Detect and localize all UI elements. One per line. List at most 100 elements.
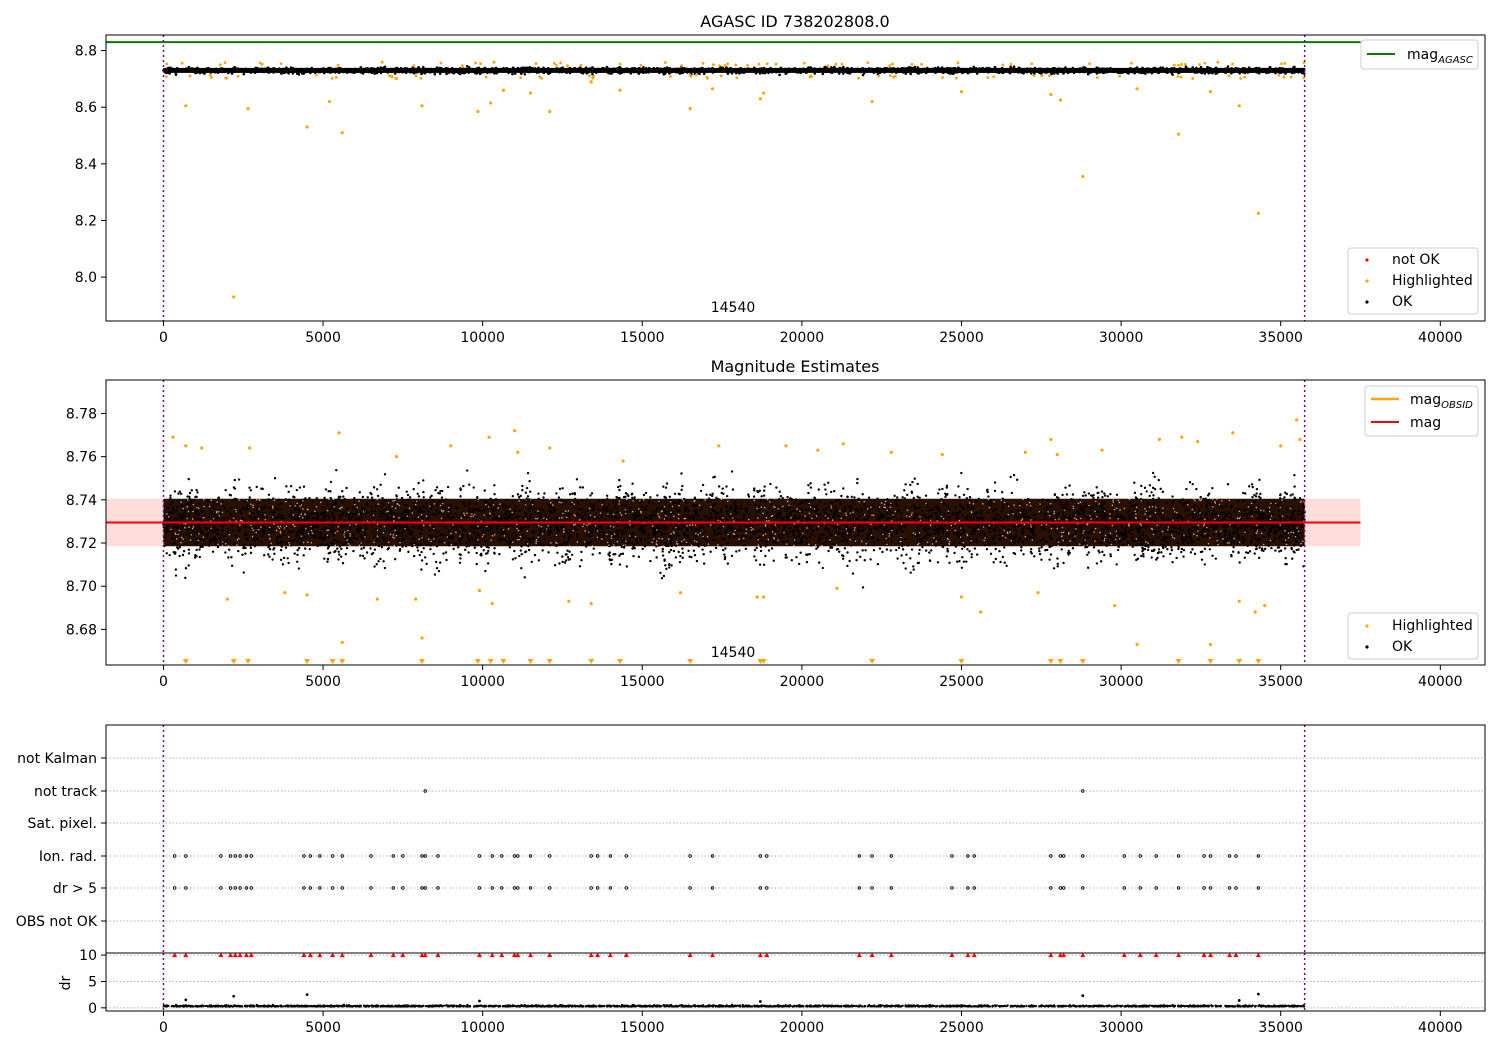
ok-point: [511, 524, 514, 528]
ok-point: [1014, 529, 1017, 533]
ok-point: [1082, 508, 1085, 512]
ok-point: [261, 524, 264, 527]
ok-point: [1241, 536, 1244, 539]
ok-point: [501, 537, 504, 541]
ok-point: [465, 541, 468, 545]
ok-point: [837, 68, 841, 71]
ok-point: [565, 69, 569, 73]
ok-point: [171, 67, 175, 71]
ok-point: [342, 510, 346, 513]
ok-point: [747, 495, 751, 498]
ok-point: [214, 542, 217, 546]
ok-point: [525, 541, 528, 544]
ok-point: [1259, 492, 1262, 496]
ok-point: [1255, 487, 1259, 491]
ok-point: [1245, 531, 1248, 534]
ok-point: [484, 569, 487, 573]
ok-point: [1105, 68, 1109, 72]
ok-point: [1225, 538, 1228, 542]
ok-point: [840, 494, 843, 498]
ok-point: [1007, 69, 1011, 72]
ok-point: [507, 537, 511, 540]
ok-point: [423, 556, 427, 559]
highlighted-point: [184, 104, 188, 108]
ok-point: [927, 509, 931, 513]
ok-point: [1278, 550, 1281, 553]
highlighted-point: [710, 87, 715, 91]
ok-point: [728, 515, 732, 518]
ok-point: [612, 67, 616, 71]
ok-point: [762, 66, 766, 70]
highlighted-point: [723, 64, 727, 67]
ok-point: [1290, 515, 1294, 518]
ok-point: [395, 544, 398, 547]
ok-point: [947, 67, 951, 71]
ok-point: [188, 511, 192, 514]
ok-point: [795, 555, 798, 559]
ok-point: [1061, 528, 1064, 531]
ok-point: [352, 70, 356, 73]
ok-point: [1002, 70, 1006, 74]
ok-point: [820, 523, 823, 526]
highlighted-point: [479, 62, 482, 66]
ok-point: [1191, 548, 1194, 551]
ok-point: [890, 523, 893, 527]
ok-point: [1082, 506, 1085, 509]
ok-point: [605, 65, 609, 69]
ok-point: [849, 529, 852, 533]
ok-point: [1153, 501, 1156, 504]
magnitude-panel: Magnitude Estimates 0 5000 10000 15000 20000…: [66, 357, 1486, 690]
ok-point: [1228, 531, 1231, 535]
ok-point: [1074, 525, 1077, 529]
ok-point: [931, 67, 935, 71]
ok-point: [1212, 533, 1215, 536]
highlighted-point: [232, 295, 236, 299]
ok-point: [1017, 71, 1020, 74]
ok-point: [485, 541, 488, 545]
ok-point: [276, 68, 280, 72]
ok-point: [987, 66, 991, 70]
ok-point: [716, 533, 719, 536]
ok-point: [1053, 72, 1056, 75]
ok-point: [655, 556, 658, 559]
ok-point: [934, 537, 937, 541]
ok-point: [1289, 494, 1292, 497]
ok-point: [248, 486, 251, 489]
ok-point: [406, 512, 410, 515]
ok-point: [1171, 73, 1174, 76]
ok-point: [287, 68, 290, 72]
ok-point: [711, 508, 714, 512]
ok-point: [653, 528, 656, 531]
ok-point: [446, 67, 450, 70]
ok-point: [895, 502, 898, 506]
ok-point: [376, 66, 380, 70]
ok-point: [1182, 68, 1185, 72]
y-tick-label: 8.4: [75, 157, 97, 173]
ok-point: [673, 535, 676, 538]
ok-point: [1290, 68, 1294, 72]
ok-point: [739, 67, 743, 70]
ok-point: [877, 69, 881, 73]
highlighted-point: [489, 101, 493, 105]
ok-point: [1002, 526, 1006, 529]
ok-point: [615, 543, 618, 547]
ok-point: [476, 68, 480, 71]
ok-point: [529, 540, 533, 543]
ok-point: [430, 494, 433, 497]
ok-point: [467, 509, 471, 513]
highlighted-point: [1130, 61, 1133, 65]
ok-point: [1232, 550, 1235, 553]
ok-point: [625, 514, 628, 518]
ok-point: [841, 72, 845, 75]
ok-point: [261, 67, 264, 71]
ok-point: [398, 549, 402, 553]
ok-point: [1086, 536, 1090, 539]
ok-point: [616, 67, 619, 70]
ok-point: [494, 66, 498, 70]
ok-point: [434, 535, 438, 538]
ok-point: [980, 513, 983, 516]
ok-point: [971, 526, 975, 530]
ok-point: [723, 557, 727, 561]
ok-point: [520, 545, 523, 548]
ok-point: [362, 537, 365, 541]
